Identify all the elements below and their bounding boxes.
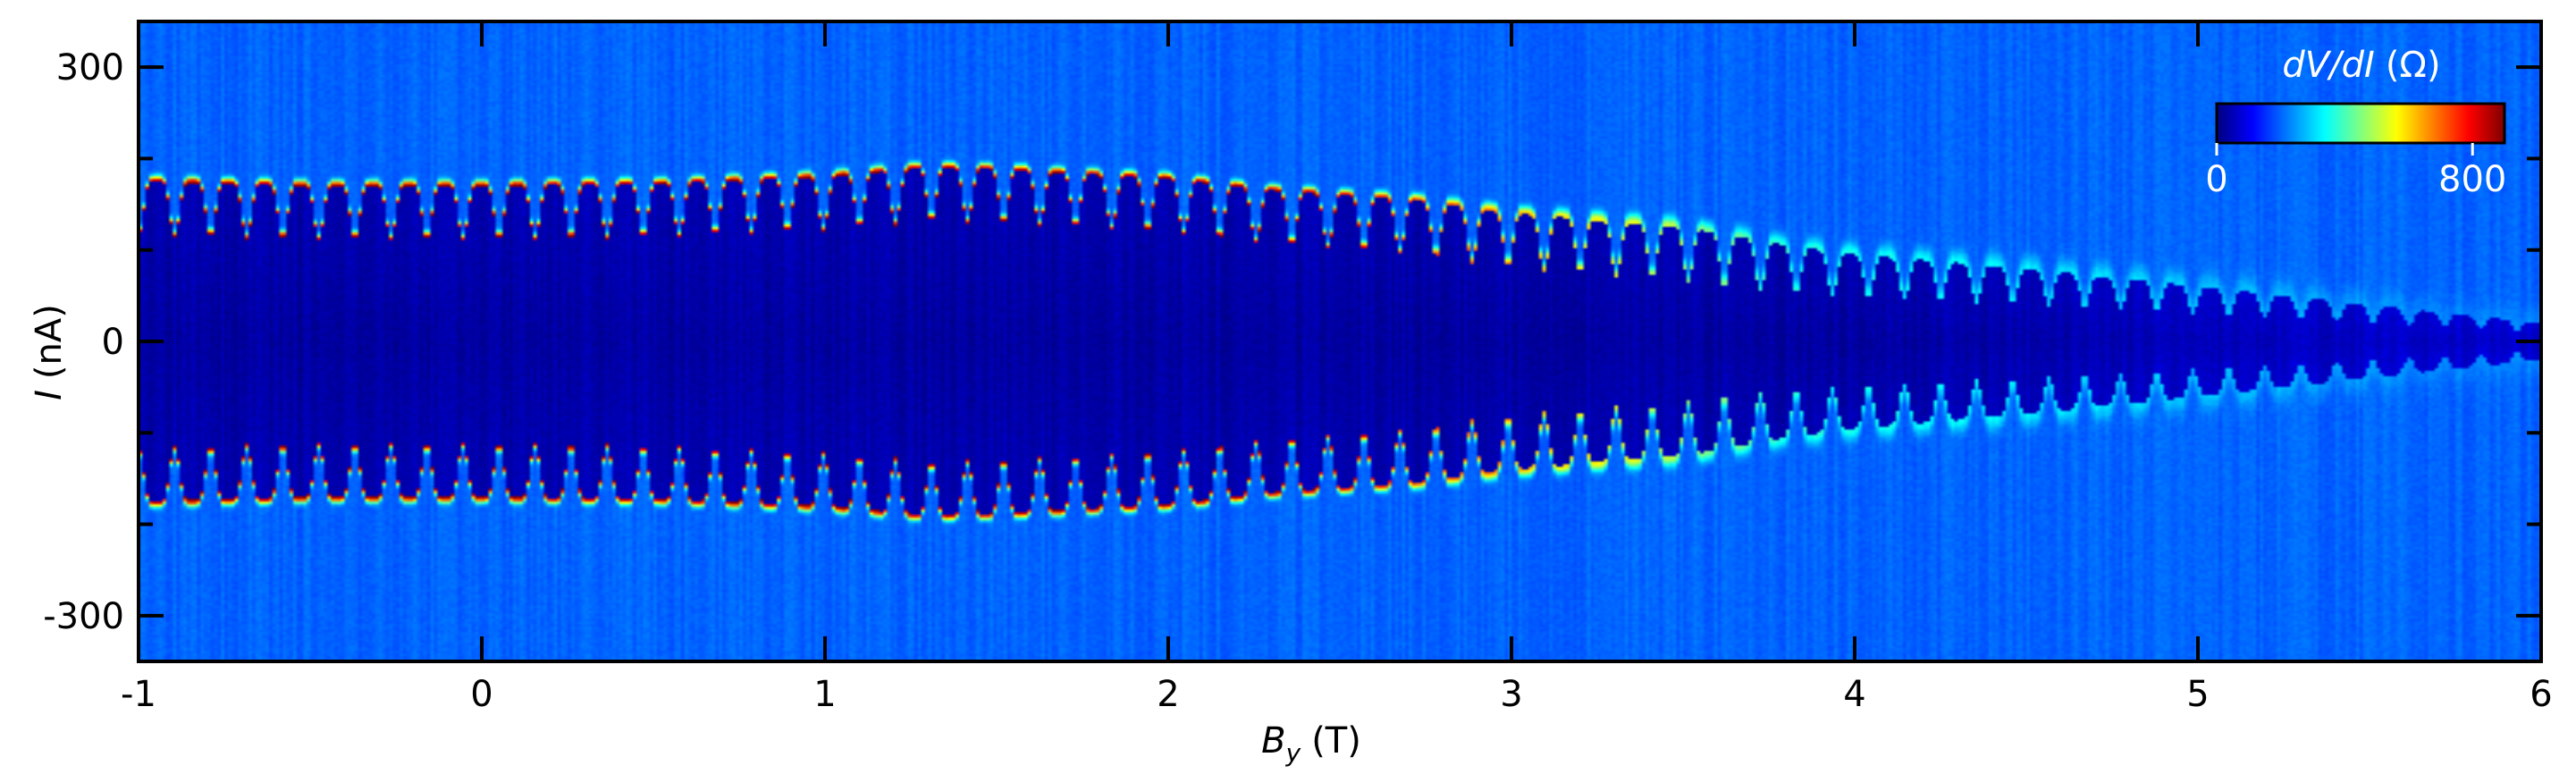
colorbar-bar	[2215, 102, 2506, 145]
x-tick-label: 2	[1157, 674, 1179, 715]
heatmap-raster	[139, 21, 2541, 661]
colorbar-ticks: 0 800	[2205, 143, 2506, 200]
heatmap-image	[139, 21, 2541, 661]
x-axis-ticks: -1 0 1 2 3 4 5 6	[121, 21, 2553, 715]
x-tick-label: -1	[121, 674, 156, 715]
colorbar: dV/dI (Ω) 0 800	[2205, 45, 2506, 200]
colorbar-tick-label: 800	[2438, 159, 2506, 200]
x-axis-label: By (T)	[1261, 720, 1361, 768]
y-tick-label: 300	[56, 47, 124, 88]
colorbar-label: dV/dI (Ω)	[2282, 45, 2440, 86]
x-tick-label: 5	[2186, 674, 2209, 715]
x-tick-label: 3	[1500, 674, 1522, 715]
y-tick-label: -300	[43, 596, 124, 637]
colorbar-tick-label: 0	[2205, 159, 2227, 200]
y-tick-label: 0	[102, 322, 124, 363]
x-tick-label: 0	[470, 674, 492, 715]
y-axis-label: I(nA)	[29, 304, 70, 400]
x-tick-label: 6	[2530, 674, 2552, 715]
y-axis-ticks: -300 0 300	[43, 47, 2541, 637]
x-tick-label: 4	[1843, 674, 1865, 715]
x-tick-label: 1	[813, 674, 836, 715]
